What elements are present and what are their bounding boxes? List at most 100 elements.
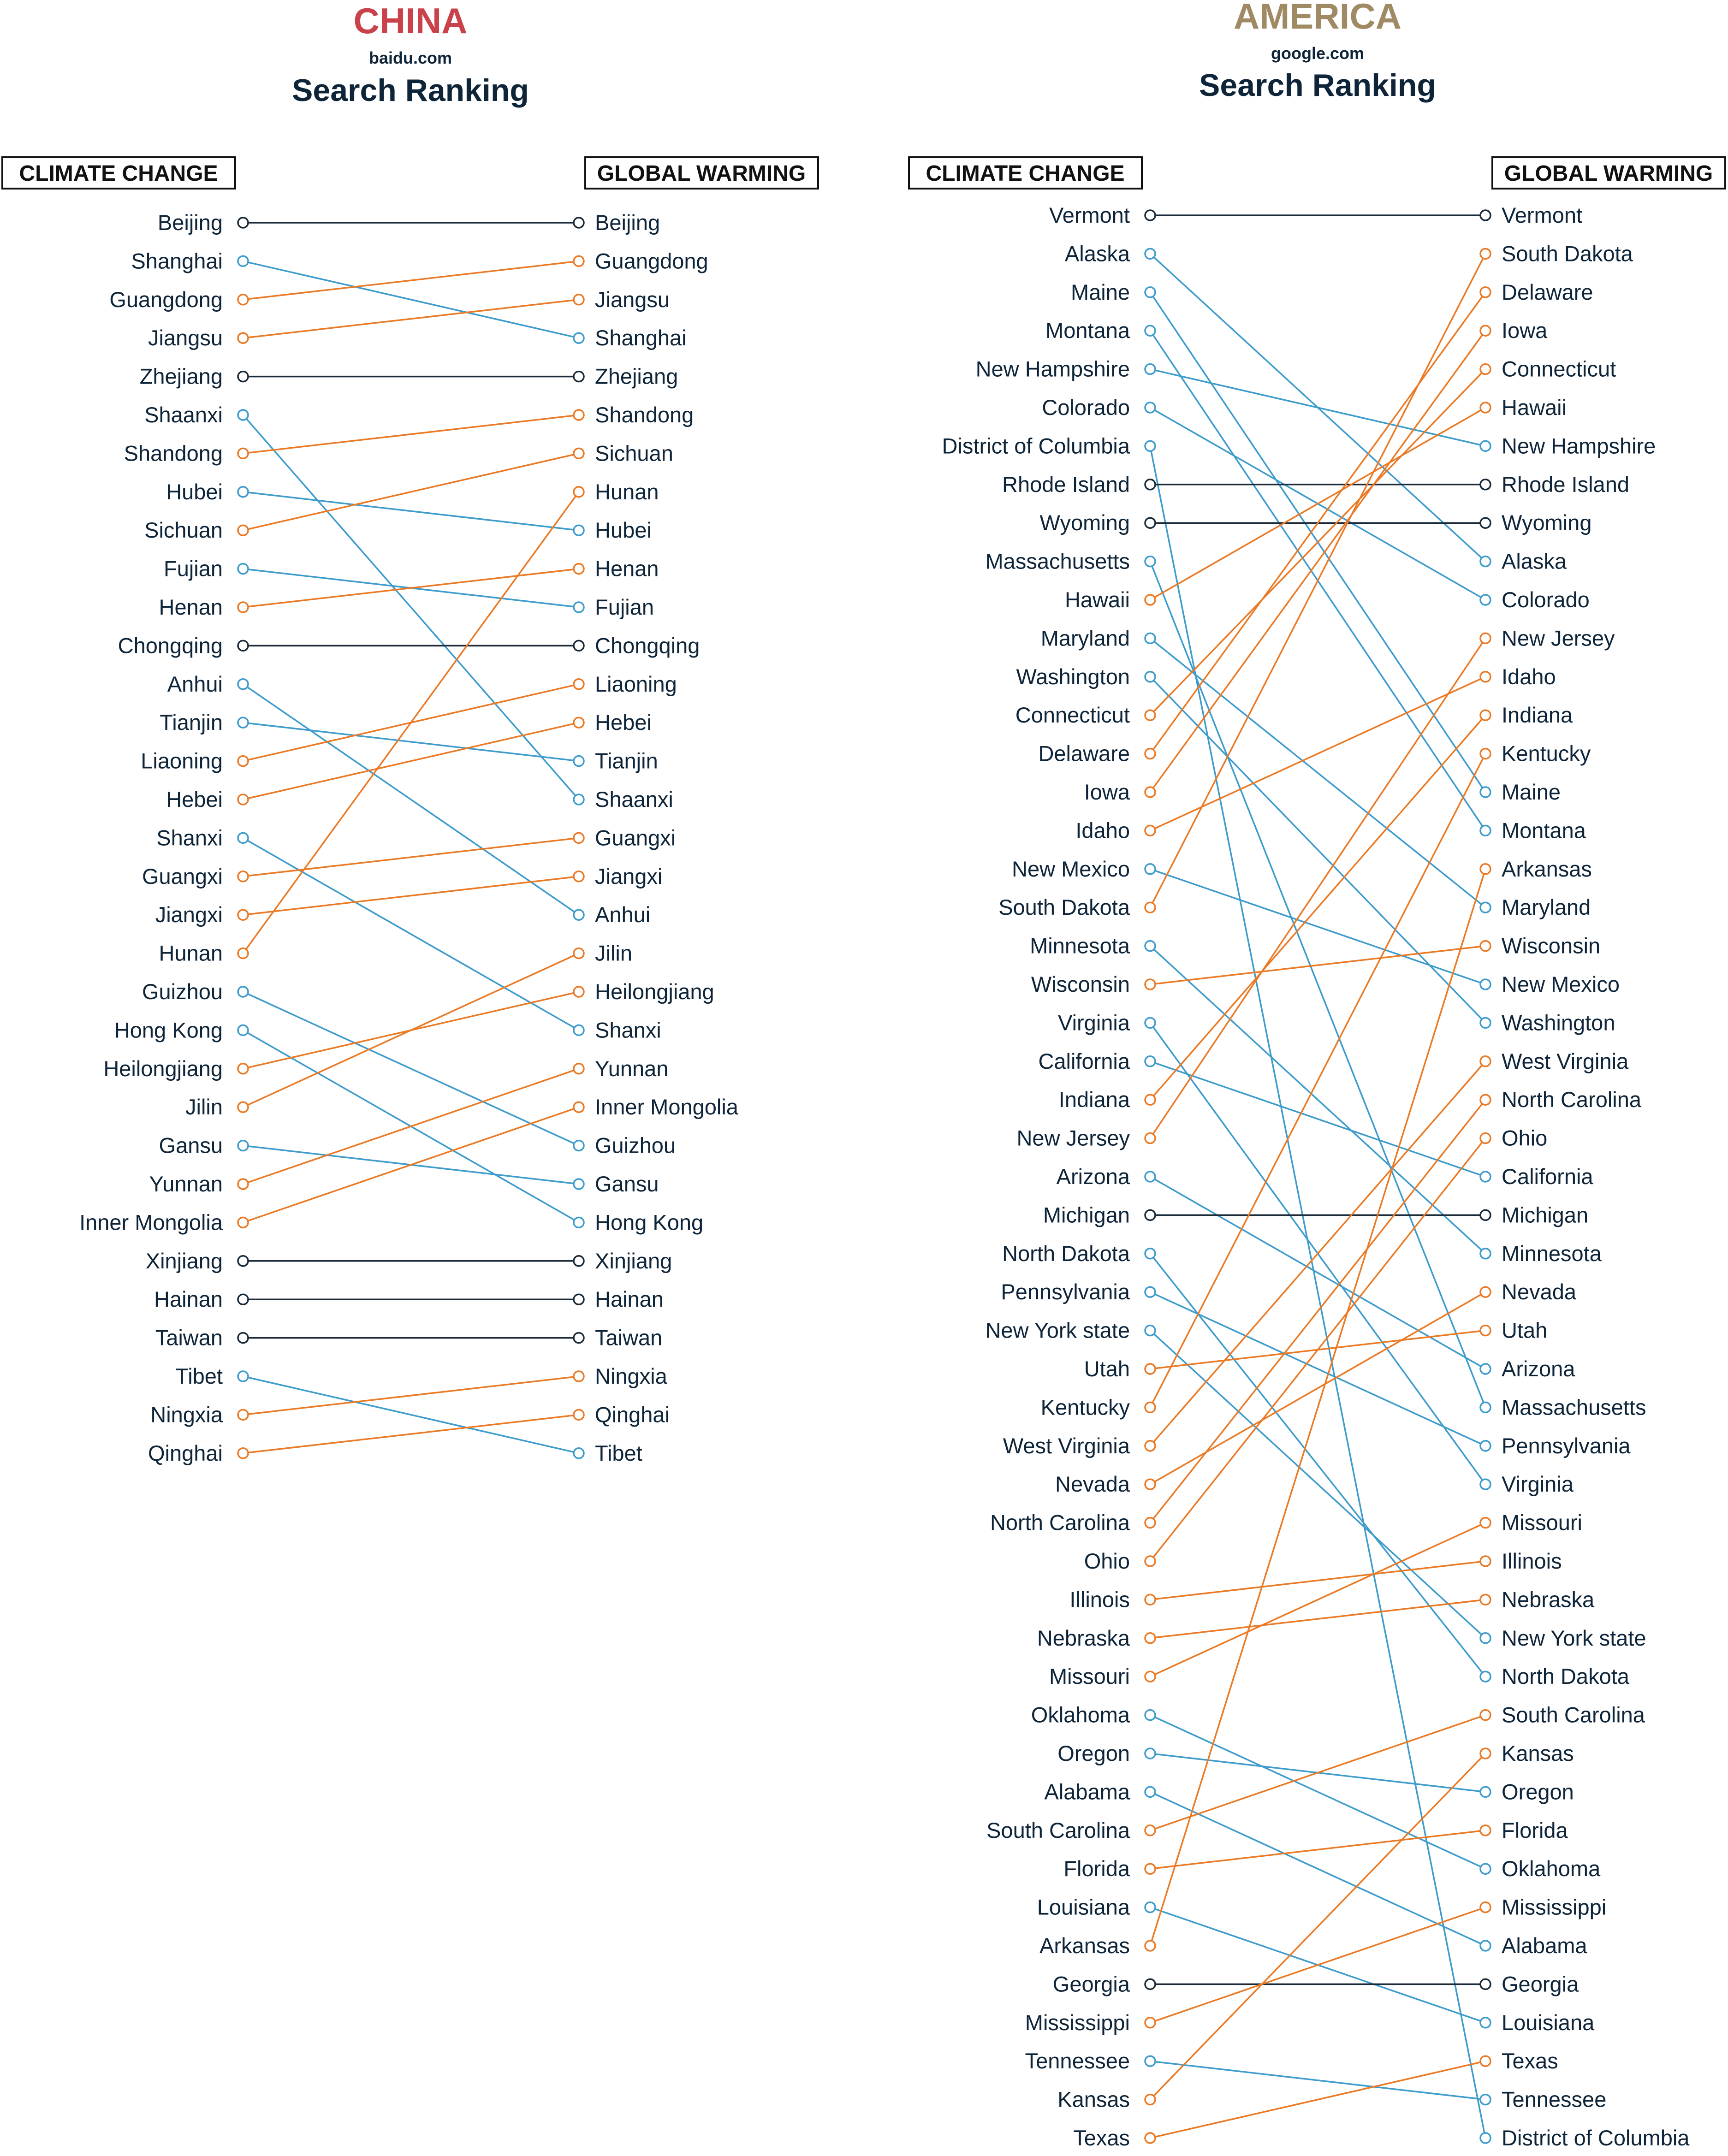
america-right-point — [1479, 1248, 1491, 1260]
america-left-label: Georgia — [1053, 1972, 1130, 1996]
china-left-label: Xinjiang — [146, 1249, 223, 1273]
america-right-point — [1479, 440, 1491, 452]
china-right-label: Ningxia — [595, 1364, 668, 1388]
america-rank-line — [1149, 291, 1486, 754]
america-left-label: New Hampshire — [976, 357, 1130, 381]
china-right-point — [573, 1101, 585, 1113]
america-left-label: Washington — [1016, 664, 1130, 689]
china-title: CHINA — [354, 0, 468, 41]
china-right-point — [573, 678, 585, 690]
america-left-point — [1144, 2055, 1156, 2067]
america-right-point — [1479, 1440, 1491, 1452]
china-right-point — [573, 1216, 585, 1229]
china-left-point — [237, 717, 249, 729]
china-left-point — [237, 1178, 249, 1190]
china-subtitle: Search Ranking — [292, 73, 529, 108]
america-left-point — [1144, 747, 1156, 760]
china-left-label: Sichuan — [144, 518, 223, 542]
china-left-point — [237, 294, 249, 306]
china-right-label: Henan — [595, 557, 659, 581]
america-right-label: South Carolina — [1502, 1703, 1645, 1727]
china-left-label: Shaanxi — [144, 403, 223, 427]
china-rank-line — [243, 260, 579, 339]
america-right-point — [1479, 709, 1491, 721]
america-left-point — [1144, 1747, 1156, 1759]
china-left-point — [237, 1139, 249, 1152]
america-right-label: Kansas — [1502, 1741, 1574, 1765]
china-right-label: Shaanxi — [595, 787, 673, 811]
china-right-point — [573, 255, 585, 267]
america-left-point — [1144, 1017, 1156, 1029]
america-right-point — [1479, 2132, 1491, 2144]
america-left-point — [1144, 940, 1156, 952]
america-right-point — [1479, 1747, 1491, 1759]
america-rank-line — [1150, 1714, 1486, 1870]
china-right-point — [573, 486, 585, 498]
china-right-point — [573, 1332, 585, 1344]
america-right-label: Georgia — [1502, 1972, 1579, 1996]
america-left-label: Maine — [1071, 280, 1130, 304]
china-left-header-box — [1, 156, 236, 190]
china-left-point — [237, 563, 249, 575]
america-right-point — [1479, 747, 1491, 760]
america-right-label: Maine — [1502, 780, 1561, 804]
china-right-label: Taiwan — [595, 1326, 662, 1350]
china-left-point — [237, 1255, 249, 1267]
china-right-label: Guangdong — [595, 249, 708, 273]
america-left-header: CLIMATE CHANGE — [926, 161, 1124, 186]
america-right-label: Oklahoma — [1502, 1856, 1601, 1881]
america-rank-line — [1149, 869, 1486, 1946]
china-right-point — [573, 1024, 585, 1037]
america-rank-line — [1149, 638, 1486, 1139]
america-right-label: Minnesota — [1502, 1241, 1602, 1266]
america-left-point — [1144, 1055, 1156, 1067]
china-lines: Beijing Shanghai Guangdong Jiangsu Zhejiang S… — [79, 210, 739, 1465]
america-left-label: District of Columbia — [942, 433, 1130, 458]
america-left-point — [1144, 2132, 1156, 2144]
america-left-label: Wyoming — [1040, 510, 1130, 535]
america-left-point — [1144, 709, 1156, 721]
china-right-label: Zhejiang — [595, 364, 678, 389]
china-right-label: Tibet — [595, 1441, 642, 1465]
america-left-point — [1144, 1978, 1156, 1990]
america-rank-line — [1150, 1291, 1486, 1447]
america-right-label: Missouri — [1502, 1510, 1582, 1535]
america-subtitle: Search Ranking — [1199, 68, 1436, 103]
america-left-label: Massachusetts — [986, 549, 1130, 574]
china-left-point — [237, 370, 249, 383]
america-left-label: Missouri — [1049, 1664, 1130, 1688]
america-left-point — [1144, 671, 1156, 683]
china-right-label: Shandong — [595, 403, 694, 427]
america-right-label: New Hampshire — [1502, 433, 1656, 458]
america-left-label: Mississippi — [1025, 2010, 1130, 2035]
america-right-label: District of Columbia — [1502, 2126, 1690, 2150]
america-left-label: New Jersey — [1016, 1126, 1130, 1150]
america-left-label: Rhode Island — [1002, 472, 1130, 497]
china-right-point — [573, 1139, 585, 1152]
america-right-label: Alaska — [1502, 549, 1567, 574]
america-left-point — [1144, 402, 1156, 414]
america-left-label: West Virginia — [1003, 1433, 1130, 1458]
america-left-label: Idaho — [1075, 818, 1130, 842]
china-right-label: Gansu — [595, 1172, 659, 1196]
china-left-label: Shanxi — [156, 825, 223, 850]
america-left-header-box — [908, 156, 1143, 190]
china-right-point — [573, 947, 585, 960]
america-right-point — [1479, 1863, 1491, 1875]
china-right-label: Guizhou — [595, 1133, 676, 1158]
china-right-label: Hong Kong — [595, 1210, 703, 1234]
america-left-point — [1144, 1209, 1156, 1221]
china-right-label: Heilongjiang — [595, 979, 714, 1004]
america-right-label: Wyoming — [1502, 510, 1591, 535]
america-left-label: Vermont — [1049, 203, 1130, 227]
america-left-label: New York state — [985, 1318, 1130, 1343]
america-right-point — [1479, 1401, 1491, 1414]
america-left-label: Delaware — [1038, 741, 1130, 766]
china-right-point — [573, 755, 585, 767]
america-right-point — [1479, 671, 1491, 683]
america-right-label: Arizona — [1502, 1356, 1575, 1381]
china-left-point — [237, 409, 249, 421]
china-left-point — [237, 1024, 249, 1037]
america-left-label: Oregon — [1057, 1741, 1130, 1765]
china-right-label: Liaoning — [595, 672, 677, 696]
